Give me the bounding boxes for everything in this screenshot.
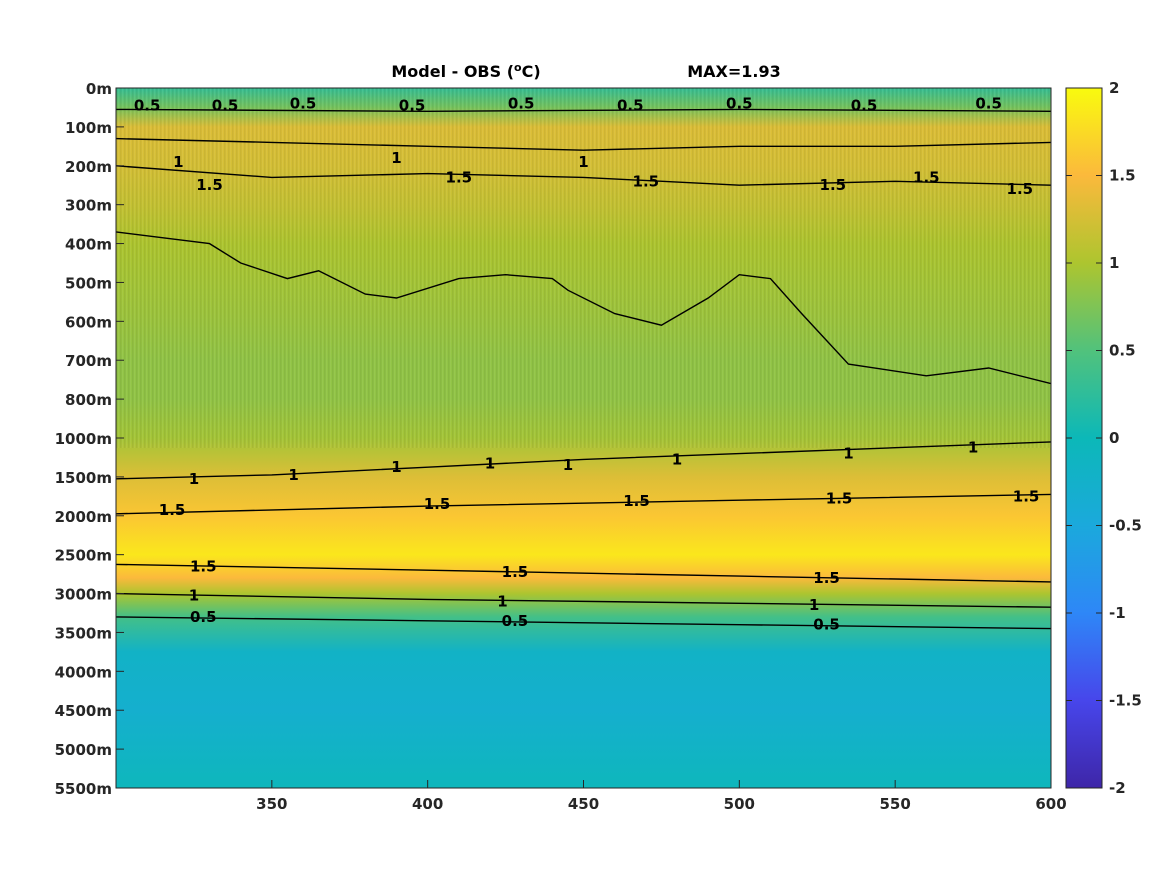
colorbar-tick-label: -1.5 [1109,692,1142,710]
contour-label: 1.5 [623,492,650,510]
contour-label: 1.5 [633,172,660,190]
y-tick-label: 1500m [55,469,112,487]
contour-line [116,441,1051,480]
contour-line [116,108,1051,113]
contour-label: 0.5 [212,97,239,115]
contour-label: 0.5 [851,97,878,115]
contour-label: 1 [672,450,682,468]
y-tick-label: 500m [65,274,112,292]
contour-line [116,137,1051,151]
contour-line [116,563,1051,583]
contour-label: 0.5 [508,95,535,113]
contour-label: 1 [189,587,199,605]
y-tick-label: 2500m [55,547,112,565]
contour-label: 1.5 [913,168,940,186]
x-tick-label: 550 [880,795,911,813]
y-tick-label: 800m [65,391,112,409]
colorbar-tick-label: -0.5 [1109,517,1142,535]
contour-label: 0.5 [813,616,840,634]
y-axis: 0m 100m 200m 300m 400m 500m 600m 700m 800m 1000m 1… [55,80,124,798]
chart-title: Model - OBS (oC) [391,61,540,81]
colorbar-tick-label: -1 [1109,604,1126,622]
x-axis: 350 400 450 500 550 600 [256,780,1067,813]
x-tick-label: 450 [568,795,599,813]
y-tick-label: 200m [65,158,112,176]
contour-label: 0.5 [726,95,753,113]
contour-label: 1.5 [502,563,529,581]
y-tick-label: 0m [86,80,112,98]
contour-label: 1 [843,445,853,463]
contour-label: 1 [497,592,507,610]
colorbar-ticks: 2 1.5 1 0.5 0 -0.5 -1 -1.5 -2 [1066,79,1142,797]
x-tick-label: 600 [1035,795,1066,813]
contour-label: 1 [809,596,819,614]
contour-label: 1 [288,466,298,484]
contour-label: 0.5 [134,97,161,115]
upper-ocean-texture [116,88,1051,448]
colorbar-tick-label: -2 [1109,779,1126,797]
contour-label: 0.5 [975,95,1002,113]
y-tick-label: 300m [65,197,112,215]
contour-label: 1 [189,470,199,488]
y-tick-label: 5000m [55,741,112,759]
contour-label: 0.5 [399,97,426,115]
contour-label: 1 [485,454,495,472]
contour-label: 1.5 [813,569,840,587]
contour-label: 1.5 [1013,487,1040,505]
y-tick-label: 4000m [55,663,112,681]
y-tick-label: 100m [65,119,112,137]
colorbar-tick-label: 1 [1109,254,1119,272]
y-tick-label: 5500m [55,780,112,798]
colorbar: 2 1.5 1 0.5 0 -0.5 -1 -1.5 -2 [1065,79,1142,797]
contour-label: 1.5 [159,501,186,519]
contour-line [116,493,1051,515]
contour-lines: 0.5 0.5 0.5 0.5 0.5 0.5 0.5 0.5 0.51 1 11.5 1.5 1.5 1… [116,95,1051,634]
contour-label: 1 [968,439,978,457]
y-tick-label: 700m [65,352,112,370]
heatmap-plot: 0.5 0.5 0.5 0.5 0.5 0.5 0.5 0.5 0.51 1 11.5 1.5 1.5 1… [115,87,1052,789]
contour-label: 0.5 [617,97,644,115]
contour-label: 0.5 [190,608,217,626]
contour-line [116,592,1051,608]
y-tick-label: 1000m [55,430,112,448]
y-tick-label: 4500m [55,702,112,720]
y-tick-label: 2000m [55,508,112,526]
contour-line [116,231,1051,385]
colorbar-tick-label: 0 [1109,429,1119,447]
y-tick-label: 3500m [55,624,112,642]
max-label: MAX=1.93 [687,62,781,81]
contour-label: 0.5 [290,95,317,113]
contour-label: 1.5 [1007,180,1034,198]
y-tick-label: 3000m [55,586,112,604]
colorbar-tick-label: 0.5 [1109,342,1136,360]
contour-label: 0.5 [502,612,529,630]
y-tick-label: 600m [65,313,112,331]
contour-label: 1 [173,153,183,171]
contour-label: 1 [391,458,401,476]
contour-label: 1 [563,456,573,474]
contour-line [116,165,1051,186]
colorbar-tick-label: 1.5 [1109,167,1136,185]
contour-label: 1.5 [826,489,853,507]
x-tick-label: 500 [724,795,755,813]
colorbar-tick-label: 2 [1109,79,1119,97]
contour-label: 1 [391,149,401,167]
contour-label: 1 [578,153,588,171]
x-tick-label: 350 [256,795,287,813]
contour-label: 1.5 [190,557,217,575]
contour-label: 1.5 [820,176,847,194]
contour-line [116,616,1051,630]
x-tick-label: 400 [412,795,443,813]
contour-label: 1.5 [446,168,473,186]
y-tick-label: 400m [65,236,112,254]
contour-label: 1.5 [424,495,451,513]
contour-label: 1.5 [196,176,223,194]
